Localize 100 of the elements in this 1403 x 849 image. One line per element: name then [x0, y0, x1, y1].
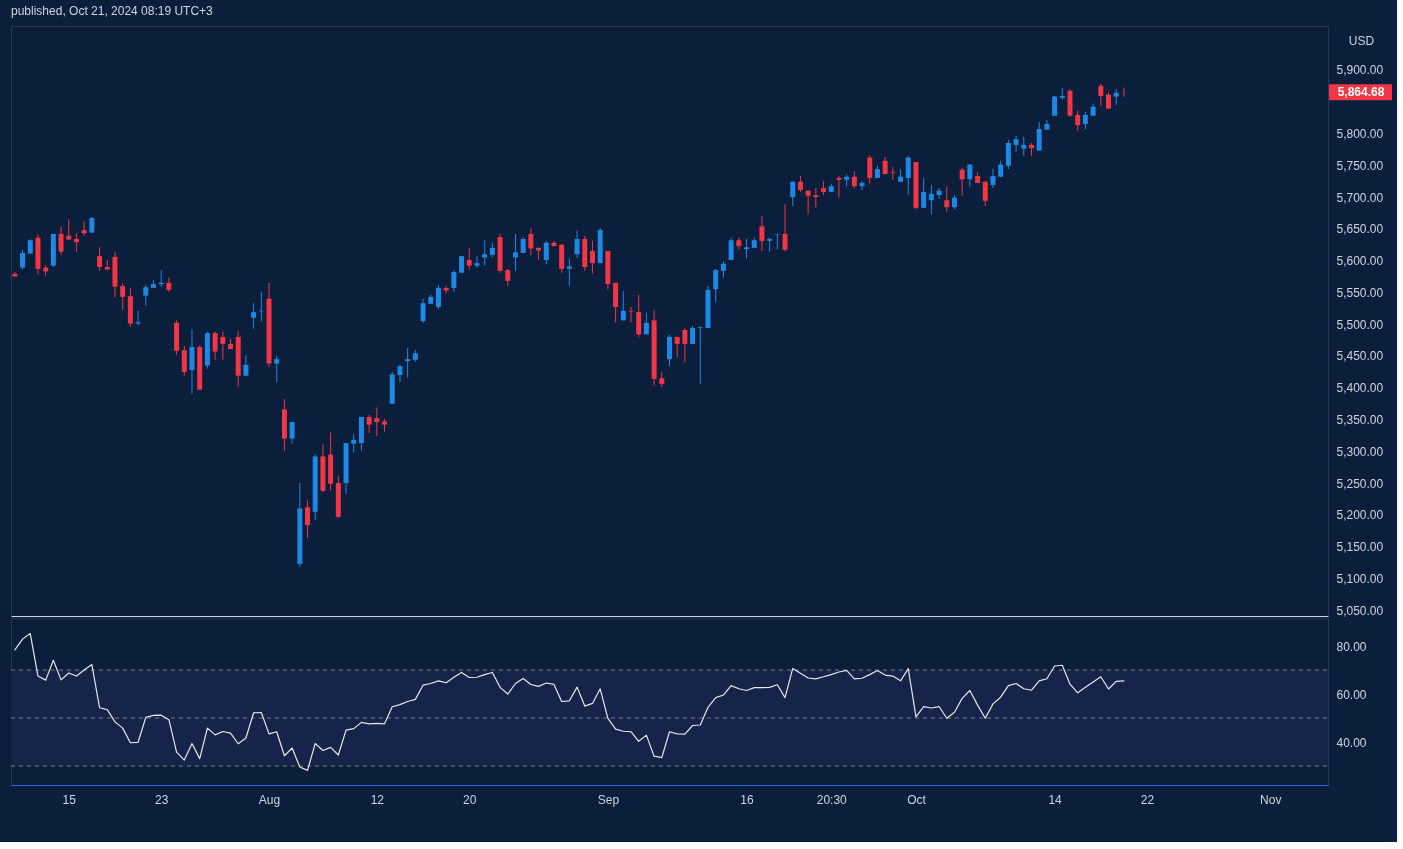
candlestick [397, 364, 403, 383]
x-tick-label: 12 [370, 792, 385, 807]
candlestick [243, 354, 249, 377]
y-tick-label: 5,750.00 [1336, 158, 1384, 173]
candlestick [220, 331, 226, 361]
y-tick-label: 5,600.00 [1336, 254, 1384, 269]
candlestick [73, 232, 79, 253]
candlestick [551, 240, 557, 248]
candlestick [867, 154, 873, 185]
x-tick-label: 14 [1048, 792, 1063, 807]
candlestick [936, 187, 942, 200]
candlestick [566, 258, 572, 287]
candlestick [1098, 83, 1104, 107]
y-tick-label: 5,800.00 [1336, 126, 1384, 141]
y-axis-title: USD [1348, 33, 1375, 48]
y-tick-label: 5,300.00 [1336, 444, 1384, 459]
candlestick [20, 249, 26, 270]
candlestick [944, 185, 950, 213]
y-tick-label: 5,700.00 [1336, 190, 1384, 205]
y-tick-label: 5,350.00 [1336, 413, 1384, 428]
candlestick [790, 180, 796, 207]
x-tick-label: Sep [597, 792, 620, 807]
candlestick [420, 298, 426, 324]
y-tick-label: 60.00 [1336, 687, 1367, 702]
candlestick [682, 327, 688, 363]
x-tick-label: Aug [258, 792, 281, 807]
y-tick-label: 5,650.00 [1336, 222, 1384, 237]
candlestick [66, 218, 72, 241]
candlestick [58, 225, 64, 256]
candlestick [1021, 136, 1027, 157]
candlestick [728, 237, 734, 261]
candlestick [451, 269, 457, 293]
x-tick-label: 16 [740, 792, 755, 807]
candlestick [859, 180, 865, 191]
chart-title: published, Oct 21, 2024 08:19 UTC+3 [11, 4, 214, 18]
candlestick [589, 240, 595, 274]
candlestick [921, 177, 927, 209]
x-tick-label: Oct [907, 792, 927, 807]
x-tick-label: 15 [62, 792, 77, 807]
candlestick [836, 175, 842, 199]
candlestick [405, 347, 411, 379]
candlestick [189, 329, 195, 394]
y-tick-label: 80.00 [1336, 639, 1367, 654]
y-tick-label: 5,900.00 [1336, 63, 1384, 78]
candlestick [667, 334, 672, 367]
x-tick-label: 20:30 [816, 792, 848, 807]
y-tick-label: 5,550.00 [1336, 285, 1384, 300]
y-tick-label: 5,400.00 [1336, 381, 1384, 396]
candlestick [636, 294, 642, 338]
candlestick [166, 277, 172, 293]
candlestick [982, 180, 988, 207]
y-tick-label: 5,200.00 [1336, 508, 1384, 523]
candlestick [374, 406, 380, 437]
candlestick [1036, 121, 1042, 152]
candlestick [782, 203, 788, 252]
x-tick-label: Nov [1260, 792, 1282, 807]
candlestick [928, 184, 934, 215]
candlestick [97, 246, 103, 272]
candlestick [1013, 135, 1019, 153]
candlestick [482, 239, 488, 267]
candlestick [251, 302, 257, 330]
candlestick [366, 414, 372, 434]
candlestick [1052, 95, 1058, 117]
candlestick [289, 421, 295, 445]
candlestick [135, 310, 141, 326]
x-tick-label: 23 [155, 792, 169, 807]
candlestick [351, 433, 357, 454]
candlestick [905, 155, 911, 196]
candlestick [774, 233, 780, 250]
candlestick [759, 215, 765, 252]
candlestick [990, 168, 996, 189]
candlestick [620, 290, 626, 321]
candlestick [305, 499, 311, 539]
candlestick [528, 227, 534, 257]
candlestick [466, 247, 472, 270]
y-tick-label: 5,250.00 [1336, 476, 1384, 491]
candlestick [1005, 139, 1011, 170]
candlestick [512, 233, 518, 272]
candlestick [967, 163, 973, 188]
x-tick-label: 22 [1140, 792, 1155, 807]
candlestick [143, 284, 149, 307]
candlestick [697, 325, 703, 385]
candlestick [744, 238, 750, 259]
y-tick-label: 5,150.00 [1336, 540, 1384, 555]
text: 5,864.68 [1337, 85, 1385, 100]
candlestick [574, 230, 580, 259]
candlestick [435, 284, 441, 310]
candlestick [890, 166, 896, 181]
candlestick [181, 345, 187, 377]
candlestick [474, 255, 480, 269]
x-tick-label: 20 [463, 792, 477, 807]
y-tick-label: 5,050.00 [1336, 603, 1384, 618]
candlestick [212, 331, 218, 361]
y-tick-label: 5,450.00 [1336, 349, 1384, 364]
candlestick [959, 167, 965, 197]
candlestick [543, 240, 549, 265]
line-series [14, 633, 1125, 771]
y-tick-label: 40.00 [1336, 735, 1367, 750]
candlestick [813, 187, 819, 208]
y-tick-label: 5,500.00 [1336, 317, 1384, 332]
